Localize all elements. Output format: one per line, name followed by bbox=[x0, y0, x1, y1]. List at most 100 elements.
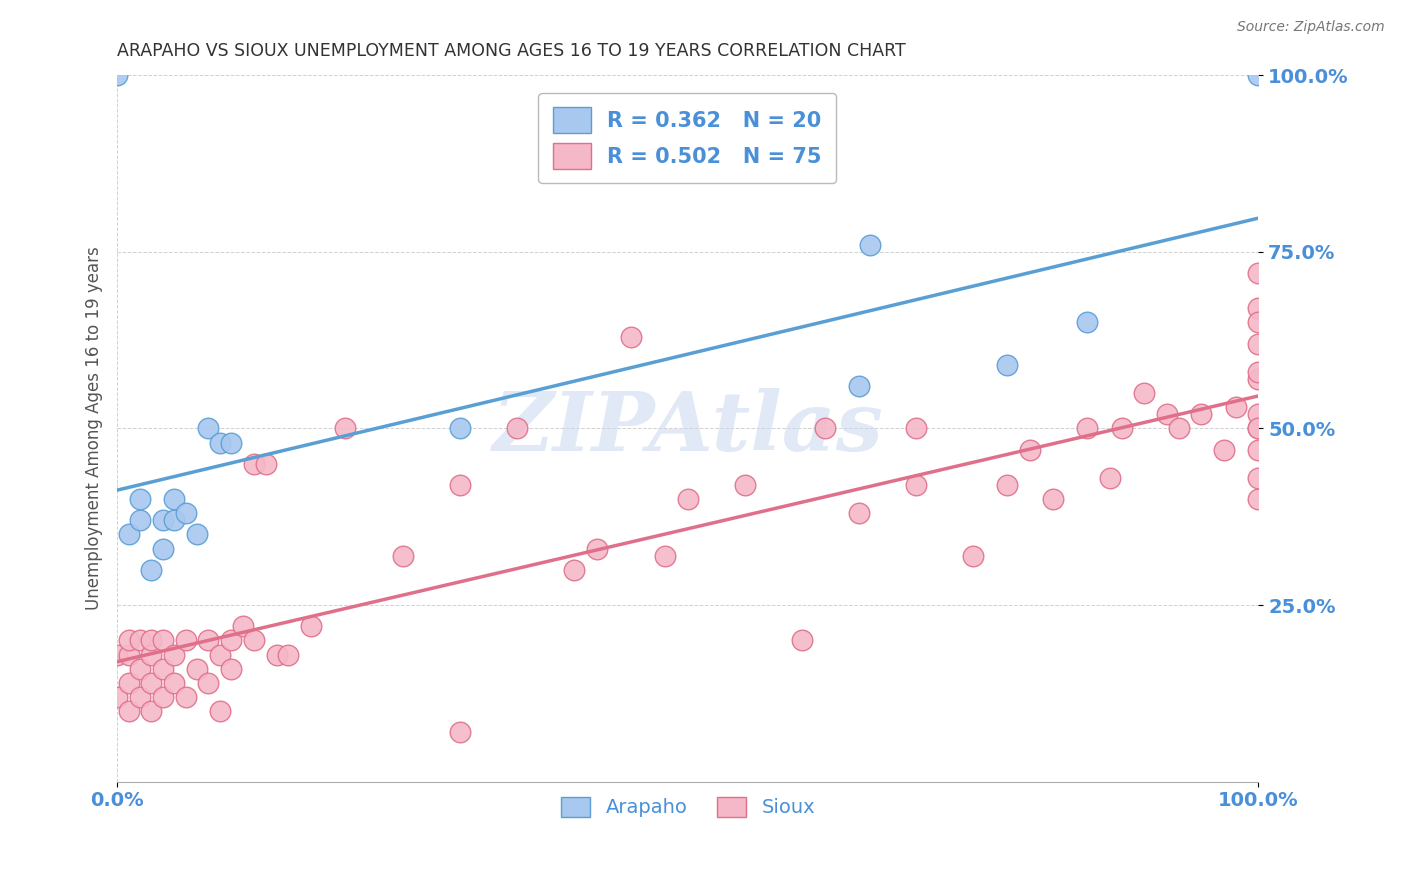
Point bbox=[174, 690, 197, 704]
Point bbox=[152, 662, 174, 676]
Point bbox=[152, 513, 174, 527]
Point bbox=[299, 619, 322, 633]
Point bbox=[129, 513, 152, 527]
Point bbox=[449, 478, 471, 492]
Point bbox=[449, 421, 471, 435]
Point bbox=[141, 675, 163, 690]
Point bbox=[848, 506, 870, 520]
Point bbox=[174, 506, 197, 520]
Point bbox=[105, 648, 128, 662]
Point bbox=[905, 478, 928, 492]
Point bbox=[163, 492, 186, 507]
Point bbox=[1247, 336, 1270, 351]
Point bbox=[654, 549, 676, 563]
Point bbox=[1076, 421, 1098, 435]
Point bbox=[585, 541, 607, 556]
Point bbox=[174, 633, 197, 648]
Point bbox=[117, 675, 139, 690]
Point bbox=[1019, 442, 1042, 457]
Point bbox=[141, 704, 163, 718]
Point bbox=[1247, 316, 1270, 330]
Point bbox=[208, 435, 231, 450]
Point bbox=[905, 421, 928, 435]
Point bbox=[1247, 266, 1270, 280]
Point bbox=[163, 513, 186, 527]
Point bbox=[562, 563, 585, 577]
Point bbox=[141, 648, 163, 662]
Point bbox=[1247, 471, 1270, 485]
Point bbox=[1167, 421, 1189, 435]
Y-axis label: Unemployment Among Ages 16 to 19 years: Unemployment Among Ages 16 to 19 years bbox=[86, 246, 103, 610]
Point bbox=[208, 648, 231, 662]
Point bbox=[208, 704, 231, 718]
Point bbox=[141, 633, 163, 648]
Point bbox=[152, 541, 174, 556]
Point bbox=[1076, 316, 1098, 330]
Point bbox=[1247, 372, 1270, 386]
Point bbox=[152, 633, 174, 648]
Point bbox=[129, 662, 152, 676]
Point bbox=[1247, 68, 1270, 82]
Point bbox=[1247, 421, 1270, 435]
Point bbox=[1213, 442, 1236, 457]
Point bbox=[995, 478, 1018, 492]
Point bbox=[243, 633, 266, 648]
Point bbox=[848, 379, 870, 393]
Point bbox=[1247, 365, 1270, 379]
Point bbox=[449, 725, 471, 739]
Point bbox=[391, 549, 413, 563]
Point bbox=[676, 492, 699, 507]
Point bbox=[129, 690, 152, 704]
Point bbox=[962, 549, 984, 563]
Point bbox=[995, 358, 1018, 372]
Point bbox=[266, 648, 288, 662]
Point bbox=[254, 457, 277, 471]
Point bbox=[859, 237, 882, 252]
Point bbox=[1189, 407, 1212, 421]
Point bbox=[197, 421, 219, 435]
Point bbox=[1247, 407, 1270, 421]
Point bbox=[105, 690, 128, 704]
Point bbox=[152, 690, 174, 704]
Point bbox=[186, 662, 208, 676]
Point bbox=[1225, 401, 1247, 415]
Point bbox=[221, 435, 243, 450]
Point bbox=[1247, 301, 1270, 316]
Point bbox=[197, 633, 219, 648]
Point bbox=[505, 421, 527, 435]
Text: ZIPAtlas: ZIPAtlas bbox=[492, 388, 883, 468]
Point bbox=[243, 457, 266, 471]
Point bbox=[163, 675, 186, 690]
Point bbox=[620, 329, 643, 343]
Point bbox=[221, 662, 243, 676]
Point bbox=[1247, 421, 1270, 435]
Point bbox=[129, 633, 152, 648]
Point bbox=[814, 421, 837, 435]
Point bbox=[186, 527, 208, 541]
Point bbox=[129, 492, 152, 507]
Text: ARAPAHO VS SIOUX UNEMPLOYMENT AMONG AGES 16 TO 19 YEARS CORRELATION CHART: ARAPAHO VS SIOUX UNEMPLOYMENT AMONG AGES… bbox=[117, 42, 905, 60]
Point bbox=[1099, 471, 1122, 485]
Point bbox=[117, 527, 139, 541]
Point bbox=[335, 421, 357, 435]
Point bbox=[163, 648, 186, 662]
Point bbox=[232, 619, 254, 633]
Point bbox=[1156, 407, 1178, 421]
Point bbox=[1247, 492, 1270, 507]
Point bbox=[117, 648, 139, 662]
Point bbox=[117, 633, 139, 648]
Point bbox=[734, 478, 756, 492]
Point bbox=[1247, 442, 1270, 457]
Text: Source: ZipAtlas.com: Source: ZipAtlas.com bbox=[1237, 20, 1385, 34]
Point bbox=[117, 704, 139, 718]
Point bbox=[197, 675, 219, 690]
Point bbox=[105, 68, 128, 82]
Point bbox=[790, 633, 813, 648]
Point bbox=[277, 648, 299, 662]
Point bbox=[1133, 386, 1156, 401]
Point bbox=[1042, 492, 1064, 507]
Point bbox=[221, 633, 243, 648]
Legend: Arapaho, Sioux: Arapaho, Sioux bbox=[553, 789, 823, 825]
Point bbox=[1111, 421, 1133, 435]
Point bbox=[141, 563, 163, 577]
